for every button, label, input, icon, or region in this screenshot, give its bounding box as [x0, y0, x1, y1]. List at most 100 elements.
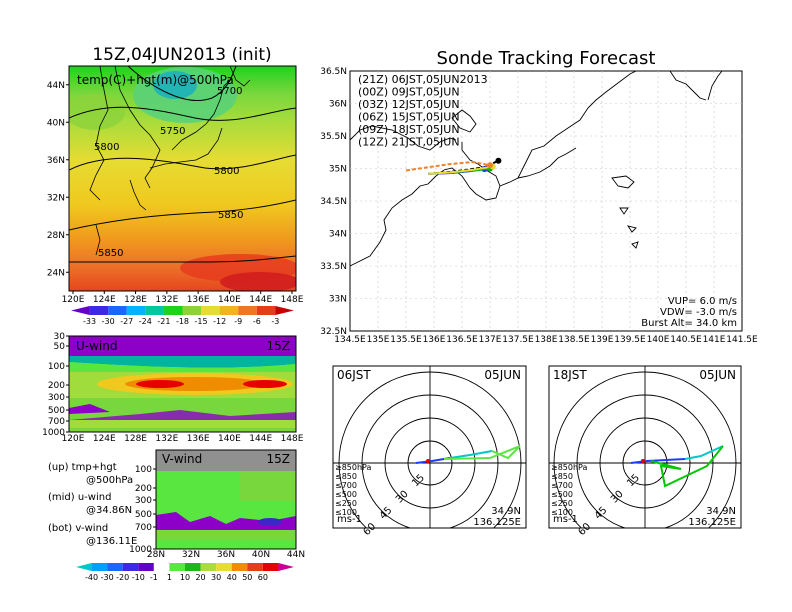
- hodograph-trace: [415, 445, 521, 464]
- note-line: @34.86N: [86, 505, 132, 516]
- hodograph-06jst: 06JST 05JUN15304560≥850hPa≤850≤700≤500≤25…: [332, 365, 527, 538]
- pressure-tick-label: 1000: [129, 545, 152, 555]
- trace-segment: [443, 445, 521, 460]
- lon-tick-label: 134.5E: [334, 335, 366, 345]
- hodo-legend-entry: ≤500: [551, 490, 573, 499]
- legend-entry: (09Z) 18JST,05JUN: [358, 123, 460, 136]
- trace-segment: [630, 458, 686, 464]
- colorbar-cell: [91, 563, 108, 571]
- hodograph-lon: 136.125E: [473, 517, 521, 528]
- colorbar-cell: [238, 306, 257, 315]
- u-wind-title: U-wind: [76, 339, 117, 353]
- track-endpoint: [495, 157, 502, 164]
- panel-notes: (up) tmp+hgt @500hPa (mid) u-wind @34.86…: [48, 462, 137, 547]
- colorbar-cell: [122, 563, 139, 571]
- pressure-tick-label: 500: [48, 406, 65, 416]
- note-line: @136.11E: [86, 536, 137, 547]
- left-title: 15Z,04JUN2013 (init): [92, 45, 271, 65]
- map-lat-ticks: 44N 40N 36N 32N 28N 24N: [47, 81, 69, 278]
- lat-tick-label: 35.5N: [320, 132, 347, 142]
- pressure-tick-label: 50: [54, 342, 66, 352]
- hodograph-date: 05JUN: [699, 368, 736, 382]
- lon-tick-label: 128E: [124, 295, 147, 305]
- colorbar-cell: [262, 563, 279, 571]
- colorbar-label: -30: [102, 317, 115, 326]
- colorbar-label: -1: [150, 573, 158, 582]
- temperature-map: temp(C)+hgt(m)@500hPa 5700 5750 5800 580…: [47, 65, 304, 305]
- colorbar-cell: [201, 306, 220, 315]
- colorbar-cell: [76, 563, 92, 571]
- colorbar-cell: [182, 306, 202, 315]
- map-label: temp(C)+hgt(m)@500hPa: [77, 73, 234, 87]
- colorbar-label: 30: [211, 573, 221, 582]
- lon-tick-label: 137E: [479, 335, 502, 345]
- colorbar-label: 10: [180, 573, 190, 582]
- v-wind-panel: V-wind 15Z 100 200 300 500 700 1000 28N 32N 36N…: [129, 449, 305, 560]
- colorbar-cell: [219, 306, 239, 315]
- lon-tick-label: 148E: [281, 434, 304, 444]
- lat-tick-label: 28N: [47, 231, 65, 241]
- colorbar-label: -3: [271, 317, 279, 326]
- hodograph-18jst: 18JST 05JUN15304560≥850hPa≤850≤700≤500≤25…: [548, 365, 742, 538]
- colorbar-cell: [89, 306, 109, 315]
- param-burst: Burst Alt= 34.0 km: [641, 318, 737, 329]
- hodograph-trace: [630, 445, 724, 488]
- lon-tick-label: 141.5E: [726, 335, 758, 345]
- trace-segment: [684, 445, 724, 460]
- colorbar-label: -20: [116, 573, 129, 582]
- colorbar-label: 1: [167, 573, 172, 582]
- lon-tick-label: 139.5E: [614, 335, 646, 345]
- lon-tick-label: 124E: [93, 295, 116, 305]
- track-endpoint: [487, 162, 493, 169]
- lat-tick-label: 33.5N: [320, 262, 347, 272]
- lat-tick-label: 34.5N: [320, 197, 347, 207]
- lon-tick-label: 136E: [187, 295, 210, 305]
- colorbar-label: 60: [258, 573, 268, 582]
- colorbar-label: -27: [120, 317, 133, 326]
- track-grid: [350, 71, 742, 331]
- lon-tick-label: 136E: [423, 335, 446, 345]
- hodo-legend-entry: ≤500: [335, 490, 357, 499]
- legend-entry: (21Z) 06JST,05JUN2013: [358, 73, 488, 86]
- lon-tick-label: 132E: [155, 295, 178, 305]
- lat-tick-label: 32N: [47, 193, 65, 203]
- trace-segment: [650, 445, 724, 488]
- temperature-colorbar: -33 -30 -27 -24 -21 -18 -15 -12 -9 -6 -3: [71, 306, 294, 326]
- colorbar-cell: [169, 563, 185, 571]
- contour-label: 5750: [160, 126, 185, 137]
- hodograph-unit: ms-1: [337, 514, 362, 525]
- track-lat-ticks: 36.5N 36N 35.5N 35N 34.5N 34N 33.5N 33N 32.5N: [320, 67, 347, 337]
- colorbar-label: 40: [227, 573, 237, 582]
- lon-tick-label: 135E: [367, 335, 390, 345]
- hodo-legend-entry: ≤100: [335, 508, 357, 517]
- hodograph-unit: ms-1: [553, 514, 578, 525]
- hodo-legend-entry: ≤250: [551, 499, 573, 508]
- pressure-tick-label: 100: [135, 465, 152, 475]
- colorbar-cell: [153, 563, 170, 571]
- lon-tick-label: 136E: [187, 434, 210, 444]
- colorbar-label: -6: [253, 317, 261, 326]
- colorbar-label: -9: [234, 317, 242, 326]
- hodograph-lat: 34.9N: [706, 506, 736, 517]
- hodo-legend-entry: ≤250: [335, 499, 357, 508]
- lat-tick-label: 36.5N: [320, 67, 347, 77]
- note-line: (mid) u-wind: [48, 492, 111, 503]
- pressure-tick-label: 30: [54, 332, 66, 342]
- lon-tick-label: 124E: [93, 434, 116, 444]
- lon-tick-label: 120E: [62, 295, 85, 305]
- lat-tick-label: 36N: [217, 550, 235, 560]
- lat-tick-label: 32N: [182, 550, 200, 560]
- lat-tick-label: 34N: [329, 230, 347, 240]
- colorbar-label: -33: [83, 317, 96, 326]
- colorbar-label: -15: [195, 317, 208, 326]
- lon-tick-label: 140E: [218, 295, 241, 305]
- hodo-legend-entry: ≥850hPa: [551, 463, 588, 472]
- hodograph-time: 06JST: [337, 368, 371, 382]
- lat-tick-label: 36N: [329, 100, 347, 110]
- legend-entry: (00Z) 09JST,05JUN: [358, 86, 460, 99]
- lon-tick-label: 140E: [218, 434, 241, 444]
- lon-tick-label: 144E: [249, 295, 272, 305]
- hodograph-date: 05JUN: [484, 368, 521, 382]
- colorbar-label: 50: [242, 573, 252, 582]
